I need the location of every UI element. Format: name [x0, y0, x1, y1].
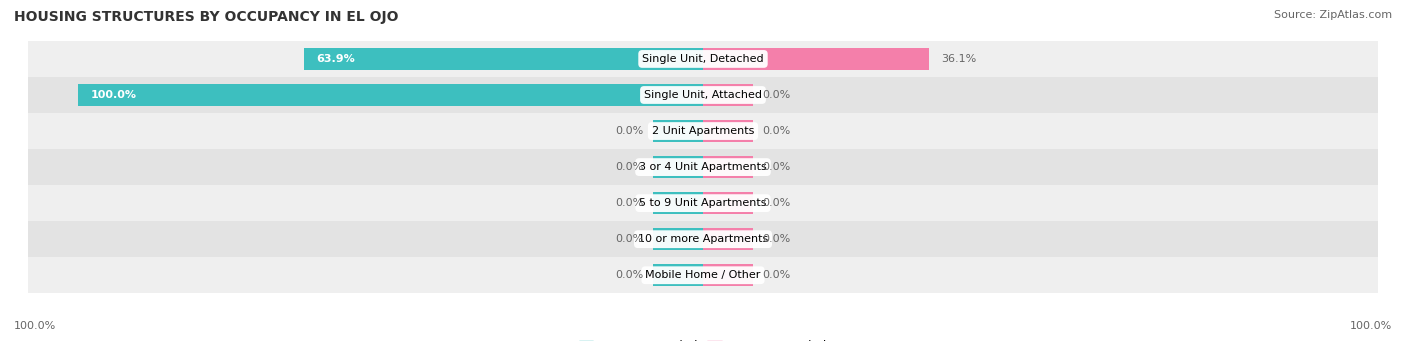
- Text: Single Unit, Detached: Single Unit, Detached: [643, 54, 763, 64]
- Text: Single Unit, Attached: Single Unit, Attached: [644, 90, 762, 100]
- Text: 0.0%: 0.0%: [616, 270, 644, 280]
- Legend: Owner-occupied, Renter-occupied: Owner-occupied, Renter-occupied: [574, 336, 832, 341]
- Text: 0.0%: 0.0%: [762, 126, 790, 136]
- Text: 10 or more Apartments: 10 or more Apartments: [638, 234, 768, 244]
- Bar: [304, 48, 703, 70]
- Bar: [703, 120, 754, 142]
- Text: Source: ZipAtlas.com: Source: ZipAtlas.com: [1274, 10, 1392, 20]
- Text: 0.0%: 0.0%: [616, 198, 644, 208]
- Bar: [28, 77, 1378, 113]
- Text: 0.0%: 0.0%: [616, 162, 644, 172]
- Bar: [79, 84, 703, 106]
- Bar: [703, 48, 928, 70]
- Text: 100.0%: 100.0%: [1350, 321, 1392, 330]
- Bar: [652, 228, 703, 250]
- Bar: [652, 192, 703, 214]
- Text: 0.0%: 0.0%: [762, 234, 790, 244]
- Text: 0.0%: 0.0%: [762, 270, 790, 280]
- Text: 100.0%: 100.0%: [90, 90, 136, 100]
- Bar: [703, 228, 754, 250]
- Bar: [28, 257, 1378, 293]
- Text: 2 Unit Apartments: 2 Unit Apartments: [652, 126, 754, 136]
- Bar: [703, 192, 754, 214]
- Bar: [652, 264, 703, 286]
- Text: 0.0%: 0.0%: [616, 126, 644, 136]
- Bar: [703, 84, 754, 106]
- Text: 36.1%: 36.1%: [941, 54, 976, 64]
- Bar: [28, 221, 1378, 257]
- Bar: [28, 149, 1378, 185]
- Bar: [652, 156, 703, 178]
- Text: 5 to 9 Unit Apartments: 5 to 9 Unit Apartments: [640, 198, 766, 208]
- Text: 0.0%: 0.0%: [762, 162, 790, 172]
- Bar: [28, 185, 1378, 221]
- Text: HOUSING STRUCTURES BY OCCUPANCY IN EL OJO: HOUSING STRUCTURES BY OCCUPANCY IN EL OJ…: [14, 10, 398, 24]
- Text: 0.0%: 0.0%: [616, 234, 644, 244]
- Bar: [703, 264, 754, 286]
- Text: 100.0%: 100.0%: [14, 321, 56, 330]
- Bar: [28, 113, 1378, 149]
- Bar: [703, 156, 754, 178]
- Text: 3 or 4 Unit Apartments: 3 or 4 Unit Apartments: [640, 162, 766, 172]
- Text: 0.0%: 0.0%: [762, 90, 790, 100]
- Text: 63.9%: 63.9%: [316, 54, 354, 64]
- Text: 0.0%: 0.0%: [762, 198, 790, 208]
- Text: Mobile Home / Other: Mobile Home / Other: [645, 270, 761, 280]
- Bar: [652, 120, 703, 142]
- Bar: [28, 41, 1378, 77]
